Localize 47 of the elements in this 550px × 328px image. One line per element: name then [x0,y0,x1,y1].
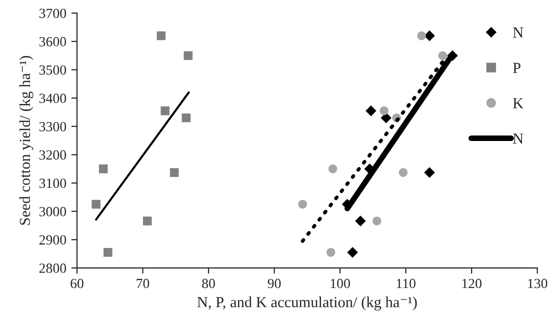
point [142,216,152,226]
y-tick-label: 3200 [39,150,66,160]
x-tick-label: 110 [396,278,416,288]
point [92,200,100,209]
point [417,31,426,40]
x-tick-label: 100 [330,278,350,288]
legend-label: K [513,98,524,108]
point [104,248,112,257]
legend-label: N [513,28,524,38]
point [326,248,336,257]
point [98,164,108,174]
legend-label: N [513,134,524,144]
y-tick-label: 3400 [39,94,66,104]
legend-label: P [513,62,520,73]
x-tick-label: 70 [136,278,150,288]
point [182,114,191,122]
point [156,31,166,40]
point [424,30,435,42]
y-tick-label: 3100 [39,178,66,188]
point [424,167,435,178]
x-tick-label: 80 [202,278,215,288]
x-tick-label: 120 [462,278,482,288]
y-tick-label: 3700 [39,8,66,18]
y-axis-title: Seed cotton yield/ (kg ha⁻¹) [19,56,34,225]
point [366,105,376,116]
x-tick-label: 90 [268,278,281,288]
y-tick-label: 3500 [39,65,66,75]
point [372,216,382,226]
x-tick-label: 60 [70,278,84,288]
point [160,106,170,116]
point [438,51,448,60]
y-tick-label: 3300 [39,122,66,132]
y-tick-label: 3600 [39,37,66,46]
point [170,168,179,177]
y-tick-label: 3000 [39,206,66,216]
point [298,200,307,209]
point [380,106,389,116]
point [347,247,358,258]
y-tick-label: 2800 [39,264,66,273]
point [355,216,366,226]
point [398,168,408,177]
point [380,112,392,124]
x-tick-label: 130 [528,278,548,288]
point [328,164,338,174]
x-axis-title: N, P, and K accumulation/ (kg ha⁻¹) [197,296,417,310]
y-tick-label: 2900 [39,235,66,245]
point [184,51,193,60]
